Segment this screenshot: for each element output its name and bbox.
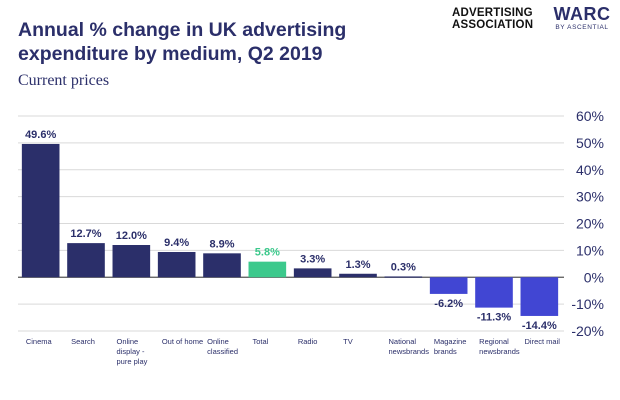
y-tick-label: 30% bbox=[576, 189, 604, 205]
category-label-line: newsbrands bbox=[479, 347, 520, 356]
data-label: -14.4% bbox=[522, 320, 557, 332]
y-tick-label: 10% bbox=[576, 242, 604, 258]
y-tick-label: 20% bbox=[576, 216, 604, 232]
category-label-line: Search bbox=[71, 337, 95, 346]
category-label-line: Radio bbox=[298, 337, 318, 346]
category-label: Regional newsbrands bbox=[479, 337, 520, 356]
bars bbox=[21, 143, 559, 316]
data-label: -6.2% bbox=[434, 298, 463, 310]
chart-title-line-1: Annual % change in UK advertising bbox=[18, 19, 347, 41]
category-label: Total bbox=[253, 337, 269, 346]
category-label: Magazine brands bbox=[434, 337, 467, 356]
bar bbox=[21, 143, 60, 278]
category-label-line: Total bbox=[253, 337, 269, 346]
category-label-line: pure play bbox=[117, 357, 148, 366]
bar bbox=[520, 277, 559, 316]
bar bbox=[384, 276, 423, 278]
y-tick-label: 0% bbox=[584, 269, 604, 285]
category-label: Online classified bbox=[207, 337, 238, 356]
data-label: 9.4% bbox=[164, 237, 189, 249]
chart-subtitle: Current prices bbox=[18, 72, 110, 89]
data-labels: 49.6% 12.7% 12.0% 9.4% 8.9% 5.8% 3.3% 1.3% 0.3% -… bbox=[25, 129, 557, 332]
category-label: National newsbrands bbox=[389, 337, 430, 356]
data-label: 12.0% bbox=[116, 230, 147, 242]
data-label: 49.6% bbox=[25, 129, 56, 141]
category-label: Search bbox=[71, 337, 95, 346]
data-label: -11.3% bbox=[477, 312, 511, 324]
warc-logo: WARC BY ASCENTIAL bbox=[547, 4, 617, 31]
category-label: Out of home bbox=[162, 337, 203, 346]
data-label: 8.9% bbox=[209, 238, 234, 250]
warc-logo-subtext: BY ASCENTIAL bbox=[555, 24, 609, 31]
category-label-line: newsbrands bbox=[389, 347, 430, 356]
category-label-line: Direct mail bbox=[525, 337, 561, 346]
data-label: 0.3% bbox=[391, 261, 416, 273]
category-label-line: brands bbox=[434, 347, 457, 356]
y-tick-label: 60% bbox=[576, 108, 604, 124]
category-label: TV bbox=[343, 337, 353, 346]
category-label-line: Out of home bbox=[162, 337, 203, 346]
bar bbox=[203, 253, 241, 278]
x-axis-categories: Cinema Search Online display -pure playOut … bbox=[26, 337, 560, 366]
category-label-line: TV bbox=[343, 337, 353, 346]
bar bbox=[293, 268, 332, 278]
category-label-line: Regional bbox=[479, 337, 509, 346]
category-label-line: Cinema bbox=[26, 337, 53, 346]
bar bbox=[429, 277, 468, 294]
y-tick-label: -10% bbox=[571, 296, 604, 312]
category-label-line: Online bbox=[207, 337, 229, 346]
bar bbox=[112, 245, 151, 278]
data-label: 3.3% bbox=[300, 253, 325, 265]
logo-aa-line-1: ADVERTISING bbox=[452, 7, 533, 19]
chart-title-line-2: expenditure by medium, Q2 2019 bbox=[18, 43, 323, 65]
y-tick-label: -20% bbox=[571, 323, 604, 339]
data-label: 5.8% bbox=[255, 247, 280, 259]
category-label-line: Magazine bbox=[434, 337, 467, 346]
advertising-association-logo: ADVERTISING ASSOCIATION bbox=[452, 7, 533, 31]
bar bbox=[157, 251, 196, 278]
category-label-line: display - bbox=[117, 347, 145, 356]
category-label: Radio bbox=[298, 337, 318, 346]
category-label: Online display -pure play bbox=[117, 337, 148, 366]
y-tick-label: 40% bbox=[576, 162, 604, 178]
category-label-line: Online bbox=[117, 337, 139, 346]
bar bbox=[475, 277, 513, 308]
bar bbox=[339, 273, 377, 278]
grid-lines bbox=[18, 115, 564, 332]
data-label: 1.3% bbox=[345, 259, 370, 271]
data-label: 12.7% bbox=[70, 228, 101, 240]
y-tick-label: 50% bbox=[576, 135, 604, 151]
bar bbox=[67, 243, 105, 278]
category-label: Cinema bbox=[26, 337, 53, 346]
logo-aa-line-2: ASSOCIATION bbox=[452, 19, 534, 31]
category-label-line: classified bbox=[207, 347, 238, 356]
category-label-line: National bbox=[389, 337, 417, 346]
y-axis-ticks: 60% 50% 40% 30% 20% 10% 0% -10% -20% bbox=[571, 108, 604, 339]
warc-logo-text: WARC bbox=[553, 4, 611, 24]
bar bbox=[248, 261, 287, 278]
category-label: Direct mail bbox=[525, 337, 561, 346]
chart-title: Annual % change in UK advertising expend… bbox=[18, 18, 438, 66]
